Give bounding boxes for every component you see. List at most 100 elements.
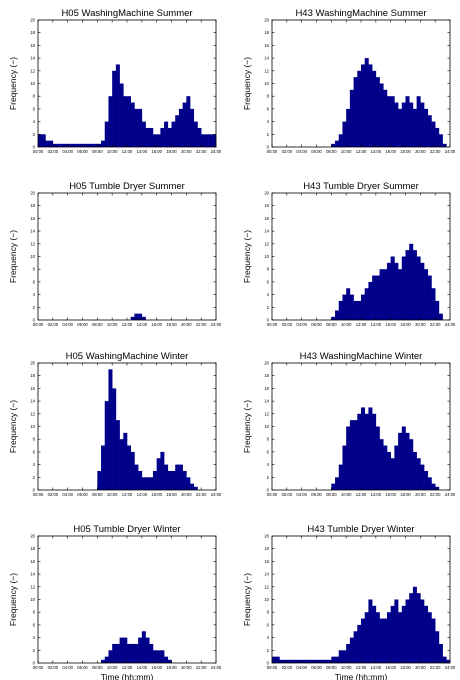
y-axis-label: Frequency (−): [8, 230, 18, 283]
bar: [156, 458, 161, 490]
y-tick-label: 12: [30, 68, 35, 73]
chart-panel-3: H05 Tumble Dryer Summer Frequency (−) 0 2 4 6…: [8, 181, 222, 327]
bar: [312, 659, 317, 663]
chart-panel-4: H43 Tumble Dryer Summer Frequency (−) 0 2 4 6…: [242, 181, 456, 327]
x-tick-label: 04:00: [296, 665, 307, 670]
bar: [130, 102, 135, 147]
bar: [160, 650, 165, 663]
bar: [342, 294, 347, 320]
bar: [357, 300, 362, 320]
x-tick-label: 18:00: [166, 492, 177, 497]
bar: [331, 656, 336, 663]
y-tick-label: 0: [267, 145, 270, 150]
x-tick-label: 08:00: [92, 492, 103, 497]
bar: [442, 143, 447, 147]
x-tick-label: 02:00: [48, 665, 59, 670]
x-tick-label: 12:00: [122, 665, 133, 670]
x-tick-label: 00:00: [33, 322, 44, 327]
x-tick-label: 16:00: [385, 665, 396, 670]
x-tick-label: 06:00: [311, 149, 322, 154]
y-tick-label: 4: [33, 292, 36, 297]
bar: [349, 89, 354, 147]
x-tick-label: 18:00: [400, 322, 411, 327]
x-tick-label: 24:00: [445, 665, 456, 670]
bar: [93, 143, 98, 147]
x-tick-label: 24:00: [211, 492, 222, 497]
bar: [167, 659, 172, 663]
y-tick-label: 4: [33, 462, 36, 467]
bar: [357, 70, 362, 147]
bar: [398, 108, 403, 147]
bar: [78, 143, 83, 147]
y-tick-label: 12: [30, 584, 35, 589]
y-tick-label: 0: [267, 318, 270, 323]
x-tick-label: 22:00: [430, 322, 441, 327]
y-tick-label: 10: [264, 424, 269, 429]
x-tick-label: 18:00: [400, 492, 411, 497]
bar: [368, 64, 373, 147]
bar: [145, 477, 150, 490]
x-tick-label: 18:00: [166, 322, 177, 327]
bar: [361, 294, 366, 320]
x-tick-label: 16:00: [385, 322, 396, 327]
bar: [190, 108, 195, 147]
bar: [420, 102, 425, 147]
y-tick-label: 10: [30, 81, 35, 86]
bar: [412, 250, 417, 320]
bar: [45, 140, 50, 147]
y-axis-label: Frequency (−): [242, 573, 252, 626]
x-tick-label: 06:00: [311, 665, 322, 670]
bar: [405, 432, 410, 490]
bar: [152, 470, 157, 490]
chart-title: H43 WashingMachine Summer: [295, 8, 426, 19]
bar: [364, 413, 369, 490]
bar: [379, 439, 384, 490]
bar: [115, 643, 120, 663]
x-tick-label: 24:00: [211, 322, 222, 327]
bar: [178, 464, 183, 490]
x-tick-label: 10:00: [107, 492, 118, 497]
y-tick-label: 18: [30, 546, 35, 551]
x-tick-label: 08:00: [92, 322, 103, 327]
y-tick-label: 10: [30, 424, 35, 429]
y-tick-label: 20: [264, 191, 269, 196]
bar: [398, 432, 403, 490]
y-tick-label: 8: [267, 610, 270, 615]
bar: [138, 108, 143, 147]
bar: [424, 605, 429, 663]
y-axis-label: Frequency (−): [242, 57, 252, 110]
x-tick-label: 02:00: [282, 322, 293, 327]
y-tick-label: 4: [267, 462, 270, 467]
x-tick-label: 16:00: [385, 149, 396, 154]
x-tick-label: 10:00: [107, 322, 118, 327]
bar: [390, 96, 395, 147]
y-tick-label: 2: [33, 648, 36, 653]
y-tick-label: 14: [264, 229, 269, 234]
bar: [127, 96, 132, 147]
bar: [112, 643, 117, 663]
bar: [97, 143, 102, 147]
x-tick-label: 14:00: [137, 322, 148, 327]
bar: [435, 127, 440, 147]
bar: [424, 470, 429, 490]
bar: [101, 445, 106, 490]
bar: [201, 134, 206, 147]
bar: [175, 115, 180, 147]
bar: [316, 659, 321, 663]
bar: [375, 612, 380, 663]
bar: [112, 70, 117, 147]
y-tick-label: 12: [30, 241, 35, 246]
bar: [435, 631, 440, 663]
bar: [364, 58, 369, 147]
x-tick-label: 14:00: [137, 149, 148, 154]
x-tick-label: 16:00: [151, 665, 162, 670]
plot-frame: [37, 192, 217, 321]
bar: [164, 656, 169, 663]
bar: [338, 300, 343, 320]
y-tick-label: 8: [33, 610, 36, 615]
x-tick-label: 06:00: [77, 665, 88, 670]
bar: [390, 458, 395, 490]
bar: [335, 656, 340, 663]
y-tick-label: 8: [267, 437, 270, 442]
